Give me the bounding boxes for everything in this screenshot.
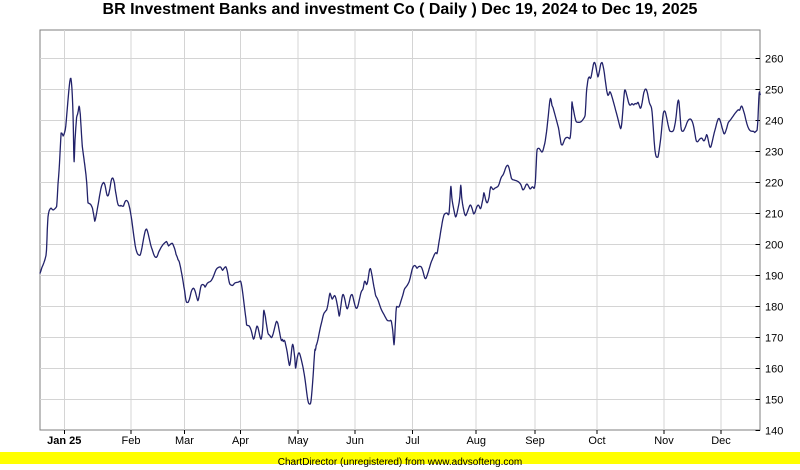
x-axis-label: Apr (232, 435, 249, 447)
y-axis-label: 200 (765, 239, 783, 251)
x-axis-label: May (288, 435, 309, 447)
y-axis-label: 150 (765, 394, 783, 406)
y-axis-label: 220 (765, 177, 783, 189)
footer-bar: ChartDirector (unregistered) from www.ad… (0, 452, 800, 468)
x-axis-label: Jun (346, 435, 364, 447)
x-axis-label: Oct (588, 435, 605, 447)
y-axis-label: 230 (765, 146, 783, 158)
chart-title: BR Investment Banks and investment Co ( … (102, 1, 698, 18)
plot-area (39, 29, 761, 431)
y-axis-label: 260 (765, 53, 783, 65)
x-axis-label: Aug (466, 435, 486, 447)
x-axis-label: Nov (654, 435, 674, 447)
y-axis-label: 140 (765, 425, 783, 437)
x-axis-label: Jan 25 (47, 435, 81, 447)
y-axis-label: 160 (765, 363, 783, 375)
y-axis-label: 190 (765, 270, 783, 282)
x-axis-label: Jul (405, 435, 419, 447)
y-axis-label: 180 (765, 301, 783, 313)
y-axis-label: 240 (765, 115, 783, 127)
y-axis-label: 170 (765, 332, 783, 344)
price-line (39, 61, 761, 405)
chartdirector-credit: ChartDirector (unregistered) from www.ad… (277, 457, 523, 468)
y-axis-label: 210 (765, 208, 783, 220)
x-axis-label: Feb (122, 435, 141, 447)
x-axis-label: Dec (711, 435, 731, 447)
y-axis-label: 250 (765, 84, 783, 96)
x-axis-label: Sep (525, 435, 545, 447)
x-axis-label: Mar (175, 435, 194, 447)
